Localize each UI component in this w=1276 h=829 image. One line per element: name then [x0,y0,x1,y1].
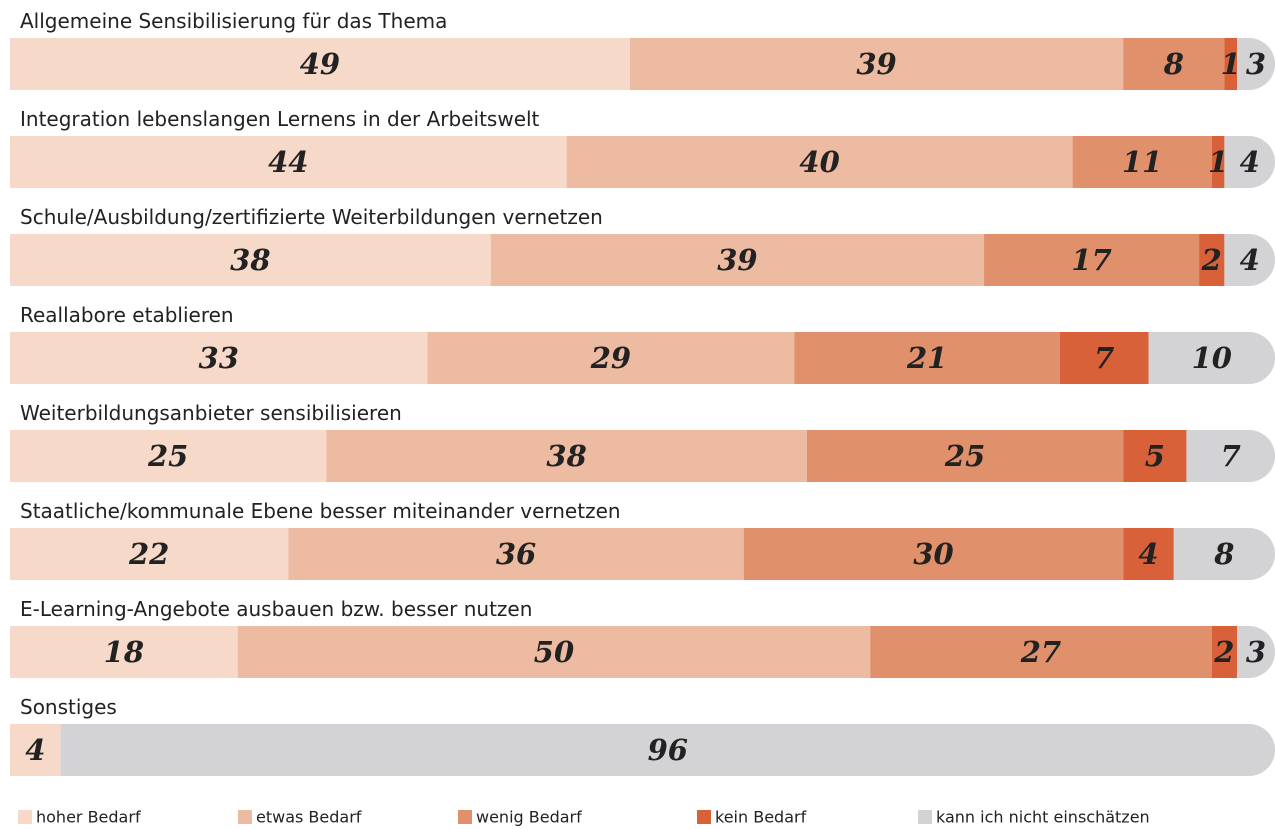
value-label: 1 [1208,145,1228,179]
bar-segment [10,626,238,678]
value-label: 10 [1192,341,1232,375]
value-label: 49 [300,47,340,81]
bar-segment [566,136,1073,188]
legend-swatch [458,810,472,824]
bar-segment [629,38,1124,90]
value-label: 4 [25,733,45,767]
bar-segment [1059,332,1149,384]
category-label: Sonstiges [20,695,117,719]
bar-row [10,626,1275,678]
bar-segment [1123,528,1174,580]
bar-segment [10,136,567,188]
value-label: 25 [944,439,985,473]
value-label: 30 [913,537,953,571]
legend-label: kann ich nicht einschätzen [936,808,1150,827]
bar-segment [10,332,428,384]
value-label: 38 [230,243,270,277]
bar-segment [10,38,630,90]
bar-segment [1148,332,1275,384]
bar-segment [1211,136,1225,188]
bar-segment [794,332,1060,384]
value-label: 2 [1213,635,1234,669]
value-label: 25 [147,439,188,473]
bar-segment [1072,136,1212,188]
legend-swatch [18,810,32,824]
value-label: 4 [1240,145,1260,179]
legend-swatch [238,810,252,824]
bar-row [10,38,1275,90]
bar-row [10,234,1275,286]
value-label: 96 [648,733,688,767]
bar-segment [743,528,1124,580]
value-label: 3 [1246,635,1266,669]
bar-row [10,430,1275,482]
bar-row [10,136,1275,188]
value-label: 29 [590,341,631,375]
legend-swatch [918,810,932,824]
bar-row [10,528,1275,580]
bar-segment [870,626,1212,678]
legend-label: wenig Bedarf [476,808,582,827]
category-label: E-Learning-Angebote ausbauen bzw. besser… [20,597,532,621]
bar-segment [984,234,1200,286]
legend-swatch [697,810,711,824]
value-label: 8 [1163,47,1184,81]
category-label: Weiterbildungsanbieter sensibilisieren [20,401,402,425]
bar-segment [1123,38,1225,90]
value-label: 39 [717,243,757,277]
bar-segment [490,234,985,286]
bar-segment [1224,136,1275,188]
value-label: 44 [268,145,308,179]
bar-segment [10,724,61,776]
value-label: 2 [1201,243,1222,277]
value-label: 4 [1240,243,1260,277]
bar-segment [1224,234,1275,286]
category-label: Schule/Ausbildung/zertifizierte Weiterbi… [20,205,603,229]
bar-segment [1186,430,1275,482]
category-label: Allgemeine Sensibilisierung für das Them… [20,9,447,33]
value-label: 33 [199,341,239,375]
value-label: 5 [1145,439,1165,473]
bar-segment [806,430,1124,482]
bar-segment [10,528,289,580]
value-label: 7 [1221,439,1241,473]
bar-segment [10,234,491,286]
bar-segment [60,724,1275,776]
bar-segment [1123,430,1187,482]
bar-segment [1173,528,1275,580]
bar-segment [427,332,795,384]
legend-label: etwas Bedarf [256,808,362,827]
value-label: 22 [128,537,169,571]
category-label: Reallabore etablieren [20,303,234,327]
value-label: 36 [496,537,536,571]
value-label: 18 [104,635,144,669]
bar-segment [1224,38,1238,90]
legend-label: hoher Bedarf [36,808,141,827]
bar-segment [288,528,744,580]
bar-row [10,724,1275,776]
value-label: 21 [906,341,947,375]
legend-label: kein Bedarf [715,808,807,827]
bar-segment [237,626,871,678]
value-label: 8 [1213,537,1234,571]
category-label: Staatliche/kommunale Ebene besser mitein… [20,499,621,523]
value-label: 40 [799,145,839,179]
bar-segment [1211,626,1238,678]
value-label: 17 [1071,243,1111,277]
value-label: 27 [1020,635,1061,669]
value-label: 4 [1138,537,1158,571]
value-label: 11 [1122,145,1162,179]
value-label: 38 [546,439,586,473]
value-label: 39 [856,47,896,81]
category-label: Integration lebenslangen Lernens in der … [20,107,540,131]
bar-row [10,332,1275,384]
value-label: 1 [1221,47,1241,81]
bar-segment [10,430,327,482]
value-label: 7 [1094,341,1114,375]
bar-segment [1199,234,1225,286]
value-label: 50 [534,635,574,669]
value-label: 3 [1246,47,1266,81]
bar-segment [326,430,807,482]
